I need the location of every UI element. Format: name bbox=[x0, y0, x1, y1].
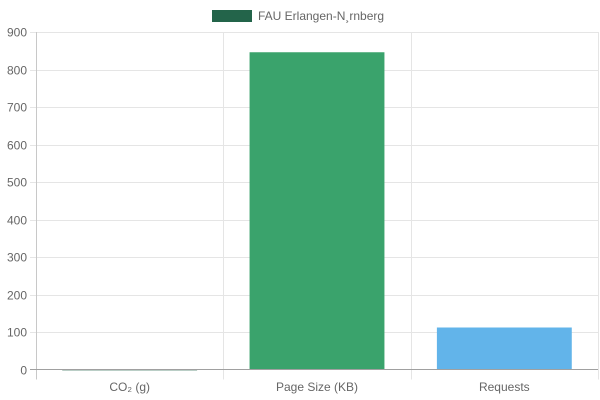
y-tick-label: 800 bbox=[7, 64, 27, 78]
bar bbox=[436, 327, 572, 370]
y-tick-label: 600 bbox=[7, 139, 27, 153]
legend-swatch bbox=[212, 10, 252, 22]
y-tick-label: 300 bbox=[7, 251, 27, 265]
y-tick-label: 0 bbox=[20, 364, 27, 378]
axes bbox=[30, 32, 598, 380]
y-tick-label: 500 bbox=[7, 176, 27, 190]
legend[interactable]: FAU Erlangen-N¸rnberg bbox=[212, 9, 384, 23]
y-tick-labels: 0 100 200 300 400 500 600 700 800 900 bbox=[7, 26, 27, 378]
x-tick-label: Requests bbox=[479, 380, 530, 394]
y-tick-label: 400 bbox=[7, 214, 27, 228]
y-tick-label: 200 bbox=[7, 289, 27, 303]
y-tick-label: 700 bbox=[7, 101, 27, 115]
bars bbox=[62, 52, 572, 371]
x-tick-label: CO₂ (g) bbox=[109, 380, 150, 394]
x-tick-label: Page Size (KB) bbox=[276, 380, 358, 394]
y-tick-label: 100 bbox=[7, 326, 27, 340]
legend-label: FAU Erlangen-N¸rnberg bbox=[258, 9, 384, 23]
y-tick-label: 900 bbox=[7, 26, 27, 40]
x-tick-labels: CO₂ (g) Page Size (KB) Requests bbox=[109, 380, 529, 394]
bar bbox=[249, 52, 385, 370]
